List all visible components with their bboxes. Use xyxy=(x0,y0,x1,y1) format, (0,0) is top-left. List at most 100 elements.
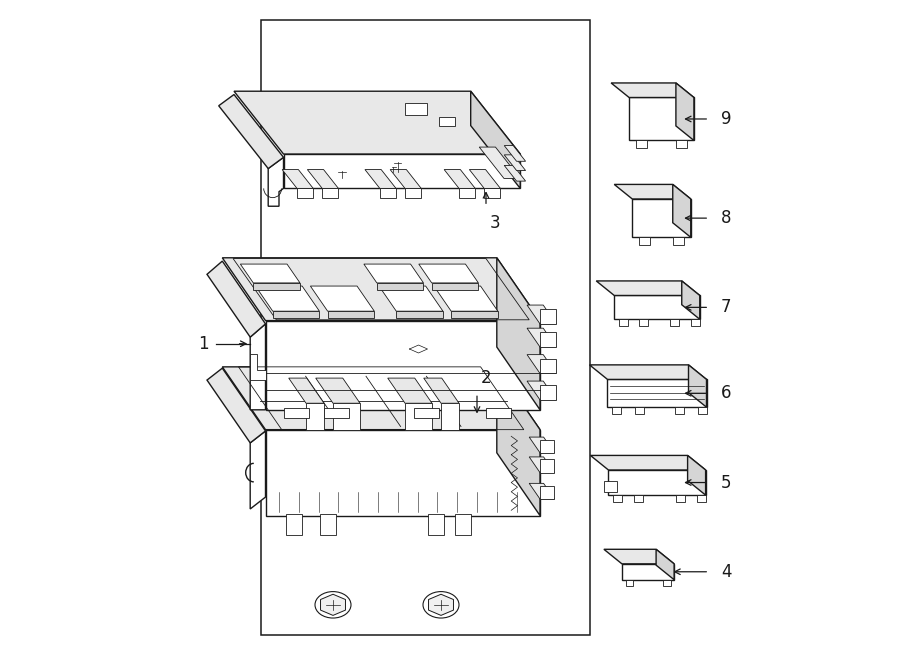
Polygon shape xyxy=(256,286,320,311)
Polygon shape xyxy=(219,95,284,169)
Polygon shape xyxy=(632,199,691,237)
Polygon shape xyxy=(497,367,540,516)
Polygon shape xyxy=(428,594,454,615)
Polygon shape xyxy=(418,264,479,283)
Polygon shape xyxy=(388,378,432,403)
Polygon shape xyxy=(656,549,674,580)
Polygon shape xyxy=(405,188,421,198)
Polygon shape xyxy=(470,170,500,188)
Bar xyxy=(320,514,336,535)
Bar xyxy=(634,407,644,414)
Polygon shape xyxy=(504,155,526,171)
Polygon shape xyxy=(676,83,694,140)
Polygon shape xyxy=(253,283,300,290)
Polygon shape xyxy=(207,368,266,443)
Bar xyxy=(697,495,706,502)
Polygon shape xyxy=(289,378,324,403)
Polygon shape xyxy=(380,188,396,198)
Text: 9: 9 xyxy=(721,110,732,128)
Bar xyxy=(613,495,622,502)
Bar xyxy=(414,408,439,418)
Polygon shape xyxy=(310,286,374,311)
Polygon shape xyxy=(611,83,694,98)
Bar xyxy=(676,495,685,502)
Bar xyxy=(639,237,650,245)
Polygon shape xyxy=(445,170,475,188)
Bar xyxy=(284,408,309,418)
Polygon shape xyxy=(540,440,554,453)
Polygon shape xyxy=(320,594,346,615)
Polygon shape xyxy=(688,365,706,407)
Bar xyxy=(619,319,628,326)
Polygon shape xyxy=(608,379,706,407)
Polygon shape xyxy=(529,457,554,473)
Polygon shape xyxy=(540,309,556,324)
Polygon shape xyxy=(364,264,424,283)
Polygon shape xyxy=(391,170,421,188)
Polygon shape xyxy=(377,283,424,290)
Text: 3: 3 xyxy=(490,214,500,232)
Polygon shape xyxy=(590,455,706,470)
Polygon shape xyxy=(480,147,520,178)
Polygon shape xyxy=(629,98,694,140)
Polygon shape xyxy=(673,184,691,237)
Polygon shape xyxy=(222,367,540,430)
Polygon shape xyxy=(328,311,374,318)
Polygon shape xyxy=(497,258,540,410)
Polygon shape xyxy=(540,332,556,347)
Polygon shape xyxy=(207,261,266,337)
Polygon shape xyxy=(451,311,498,318)
Bar xyxy=(639,319,648,326)
Polygon shape xyxy=(590,365,706,379)
Polygon shape xyxy=(424,378,459,403)
Polygon shape xyxy=(540,486,554,499)
Bar xyxy=(428,514,444,535)
Polygon shape xyxy=(682,281,700,319)
Polygon shape xyxy=(322,188,338,198)
Polygon shape xyxy=(608,470,706,495)
Polygon shape xyxy=(365,170,396,188)
Bar xyxy=(324,408,349,418)
Polygon shape xyxy=(540,385,556,400)
Bar xyxy=(691,319,700,326)
Polygon shape xyxy=(379,286,443,311)
Bar xyxy=(486,408,511,418)
Bar xyxy=(286,514,302,535)
Polygon shape xyxy=(527,329,556,347)
Bar xyxy=(636,140,647,148)
Polygon shape xyxy=(284,154,520,188)
Polygon shape xyxy=(307,170,338,188)
Polygon shape xyxy=(604,549,674,564)
Polygon shape xyxy=(540,459,554,473)
Polygon shape xyxy=(250,354,266,380)
Polygon shape xyxy=(432,283,479,290)
Text: 7: 7 xyxy=(721,298,732,317)
Text: 2: 2 xyxy=(481,369,491,387)
Polygon shape xyxy=(250,431,266,509)
Bar xyxy=(454,514,471,535)
Bar xyxy=(306,403,324,430)
Bar xyxy=(626,580,633,586)
Polygon shape xyxy=(459,188,475,198)
Polygon shape xyxy=(527,381,556,400)
Bar xyxy=(439,118,454,126)
Bar xyxy=(663,580,670,586)
Polygon shape xyxy=(484,188,500,198)
Polygon shape xyxy=(273,311,320,318)
Polygon shape xyxy=(266,430,540,516)
Text: 1: 1 xyxy=(198,334,209,353)
Polygon shape xyxy=(297,188,313,198)
Bar xyxy=(675,407,684,414)
Polygon shape xyxy=(504,165,526,181)
Polygon shape xyxy=(240,264,300,283)
Polygon shape xyxy=(622,564,674,580)
Bar xyxy=(405,102,428,115)
Bar xyxy=(673,237,684,245)
Polygon shape xyxy=(540,359,556,373)
Polygon shape xyxy=(688,455,706,495)
Polygon shape xyxy=(471,91,520,188)
Polygon shape xyxy=(250,324,266,410)
Text: 6: 6 xyxy=(721,384,732,403)
Polygon shape xyxy=(283,170,313,188)
Bar xyxy=(261,20,590,635)
